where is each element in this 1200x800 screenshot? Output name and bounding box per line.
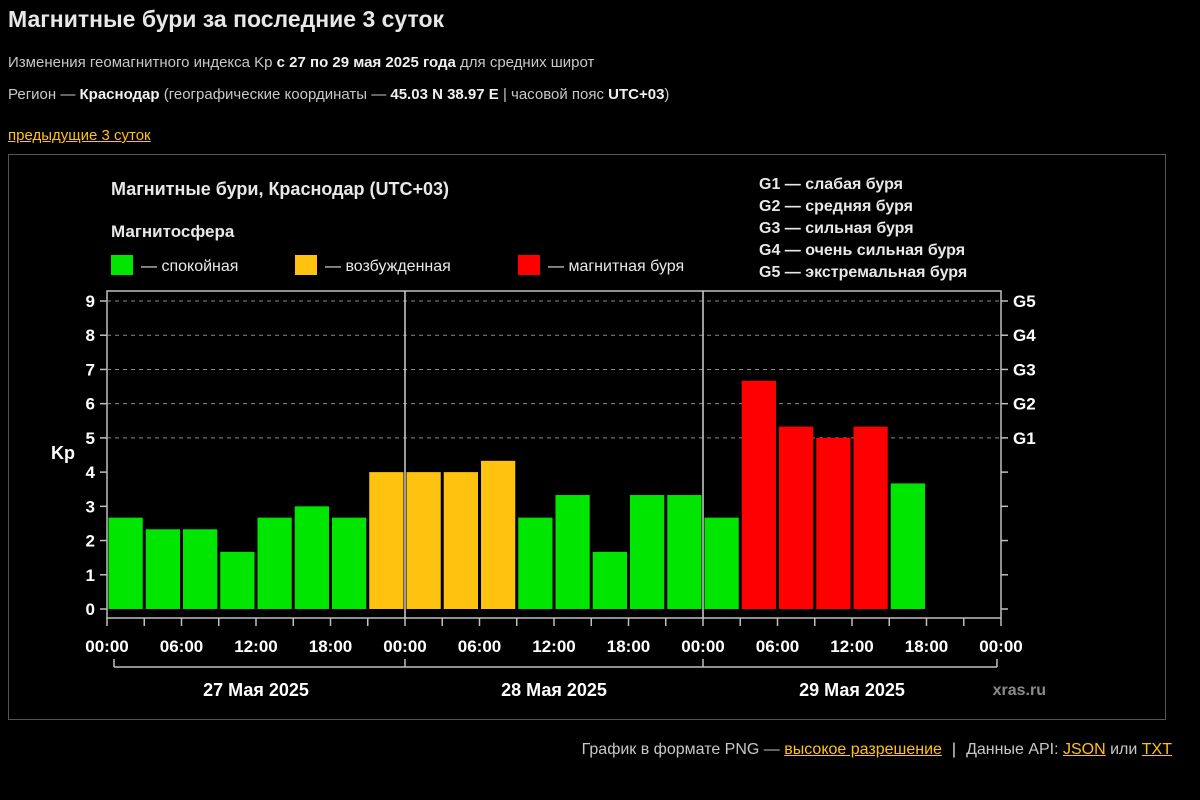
- png-text: График в формате PNG —: [581, 741, 785, 758]
- day-label: 29 Мая 2025: [799, 680, 905, 700]
- period-prefix: Изменения геомагнитного индекса Kp: [8, 54, 277, 71]
- x-tick-label: 12:00: [234, 637, 277, 656]
- legend-swatch: [295, 255, 317, 275]
- y-tick-label: 4: [86, 463, 96, 482]
- storm-level-label: G4 — очень сильная буря: [759, 242, 965, 259]
- y-tick-label: 3: [86, 497, 95, 516]
- region-suffix: ): [664, 86, 670, 103]
- region-name: Краснодар: [79, 86, 160, 103]
- x-tick-label: 18:00: [905, 637, 948, 656]
- period-suffix: для средних широт: [455, 54, 595, 71]
- day-label: 28 Мая 2025: [501, 680, 607, 700]
- coords-prefix: (географические координаты —: [159, 86, 391, 103]
- legend-swatch: [111, 255, 133, 275]
- kp-bar: [555, 495, 590, 609]
- y-tick-label: 7: [86, 360, 95, 379]
- footer-separator: |: [951, 741, 957, 758]
- kp-bar: [183, 529, 218, 609]
- kp-bar: [890, 483, 925, 609]
- previous-3-days-link[interactable]: предыдущие 3 суток: [8, 127, 151, 144]
- y-tick-label: 2: [86, 532, 95, 551]
- x-tick-label: 18:00: [309, 637, 352, 656]
- region-description: Регион — Краснодар (географические коорд…: [8, 86, 669, 103]
- page-title: Магнитные бури за последние 3 суток: [8, 6, 445, 32]
- x-tick-label: 06:00: [160, 637, 203, 656]
- legend-title: Магнитосфера: [111, 222, 235, 241]
- x-tick-label: 00:00: [85, 637, 128, 656]
- storm-level-label: G1 — слабая буря: [759, 176, 903, 193]
- g-level-tick-label: G2: [1013, 395, 1036, 414]
- kp-bar: [108, 517, 143, 609]
- kp-bar: [592, 551, 627, 609]
- txt-link[interactable]: TXT: [1141, 741, 1172, 758]
- kp-bar: [145, 529, 180, 609]
- x-tick-label: 00:00: [979, 637, 1022, 656]
- day-label: 27 Мая 2025: [203, 680, 309, 700]
- y-tick-label: 8: [86, 326, 95, 345]
- kp-bar: [443, 472, 478, 609]
- kp-bar: [779, 426, 814, 609]
- kp-bar: [816, 437, 851, 609]
- watermark: xras.ru: [993, 682, 1046, 699]
- g-level-tick-label: G4: [1013, 326, 1036, 345]
- kp-bar: [294, 506, 329, 609]
- chart-title: Магнитные бури, Краснодар (UTC+03): [111, 179, 449, 199]
- kp-bar: [630, 495, 665, 609]
- y-tick-label: 9: [86, 292, 95, 311]
- y-tick-label: 5: [86, 429, 95, 448]
- kp-bar: [853, 426, 888, 609]
- timezone-prefix: | часовой пояс: [498, 86, 609, 103]
- g-level-tick-label: G1: [1013, 429, 1036, 448]
- kp-bar: [518, 517, 553, 609]
- x-tick-label: 00:00: [383, 637, 426, 656]
- period-description: Изменения геомагнитного индекса Kp с 27 …: [8, 54, 594, 71]
- footer: График в формате PNG — высокое разрешени…: [582, 741, 1172, 759]
- legend-swatch: [518, 255, 540, 275]
- kp-bar: [369, 472, 404, 609]
- x-tick-label: 12:00: [532, 637, 575, 656]
- json-link[interactable]: JSON: [1063, 741, 1106, 758]
- legend-label: — возбужденная: [325, 258, 451, 275]
- legend-label: — спокойная: [141, 258, 238, 275]
- x-tick-label: 06:00: [458, 637, 501, 656]
- region-coords: 45.03 N 38.97 E: [390, 86, 499, 103]
- x-tick-label: 00:00: [681, 637, 724, 656]
- kp-bar: [704, 517, 739, 609]
- kp-chart-frame: Магнитные бури, Краснодар (UTC+03) Магнит…: [8, 154, 1166, 720]
- kp-bar: [481, 460, 516, 609]
- period-dates: с 27 по 29 мая 2025 года: [276, 54, 456, 71]
- kp-bar: [667, 495, 702, 609]
- kp-bar: [406, 472, 441, 609]
- api-text: Данные API:: [966, 741, 1063, 758]
- g-level-tick-label: G3: [1013, 360, 1036, 379]
- y-tick-label: 0: [86, 600, 95, 619]
- kp-bar: [220, 551, 255, 609]
- kp-bar: [741, 380, 776, 609]
- or-text: или: [1105, 741, 1142, 758]
- kp-bar: [332, 517, 367, 609]
- storm-level-label: G2 — средняя буря: [759, 198, 913, 215]
- region-prefix: Регион —: [8, 86, 80, 103]
- x-tick-label: 12:00: [830, 637, 873, 656]
- x-tick-label: 06:00: [756, 637, 799, 656]
- g-level-tick-label: G5: [1013, 292, 1036, 311]
- x-tick-label: 18:00: [607, 637, 650, 656]
- legend-label: — магнитная буря: [548, 258, 684, 275]
- region-timezone: UTC+03: [608, 86, 665, 103]
- y-tick-label: 6: [86, 395, 95, 414]
- y-tick-label: 1: [86, 566, 95, 585]
- high-resolution-link[interactable]: высокое разрешение: [784, 741, 942, 758]
- kp-chart: Магнитные бури, Краснодар (UTC+03) Магнит…: [51, 176, 1046, 700]
- storm-level-label: G3 — сильная буря: [759, 220, 914, 237]
- y-axis-label: Kp: [51, 443, 75, 463]
- kp-bar: [257, 517, 292, 609]
- storm-level-label: G5 — экстремальная буря: [759, 264, 967, 281]
